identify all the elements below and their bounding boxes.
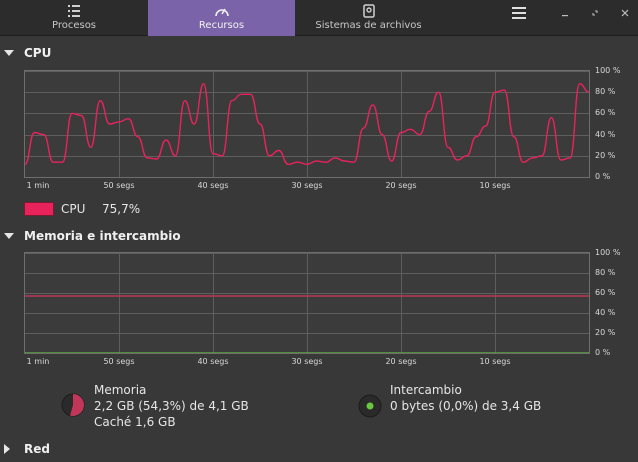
section-cpu-header[interactable]: CPU — [0, 43, 51, 63]
x-tick-label: 10 segs — [479, 181, 511, 190]
y-tick-label: 60 % — [595, 288, 616, 297]
section-memory-title: Memoria e intercambio — [24, 229, 181, 243]
tab-sistemas-label: Sistemas de archivos — [315, 20, 422, 31]
section-network-header[interactable]: Red — [0, 439, 50, 459]
collapse-arrow-icon — [4, 232, 16, 240]
cpu-series-line — [25, 82, 589, 166]
cpu-chart — [24, 70, 590, 178]
maximize-icon — [592, 10, 598, 16]
swap-pie-icon[interactable] — [357, 393, 383, 419]
x-tick-label: 40 segs — [197, 357, 229, 366]
swap-info: Intercambio 0 bytes (0,0%) de 3,4 GB — [390, 382, 541, 414]
cpu-color-swatch[interactable] — [24, 202, 54, 216]
swap-indicator-dot — [366, 402, 374, 410]
x-tick-label: 30 segs — [291, 357, 323, 366]
gauge-icon — [214, 0, 230, 18]
maximize-button[interactable] — [585, 0, 605, 26]
minimize-icon — [562, 15, 568, 17]
y-tick-label: 0 % — [595, 348, 611, 357]
tab-procesos[interactable]: Procesos — [0, 0, 148, 36]
close-icon — [621, 9, 629, 17]
y-tick-label: 20 % — [595, 150, 616, 160]
memory-chart — [24, 252, 590, 354]
memory-cache: Caché 1,6 GB — [94, 415, 176, 429]
tab-sistemas-de-archivos[interactable]: Sistemas de archivos — [295, 0, 442, 36]
memory-chart-svg — [25, 253, 589, 353]
section-network-title: Red — [24, 442, 50, 456]
y-tick-label: 80 % — [595, 87, 616, 97]
y-tick-label: 80 % — [595, 268, 616, 277]
hamburger-icon — [512, 7, 526, 19]
expand-arrow-icon — [4, 444, 16, 454]
memory-pie-icon[interactable] — [60, 392, 86, 418]
menu-button[interactable] — [506, 0, 532, 26]
y-tick-label: 0 % — [595, 172, 611, 181]
swap-title: Intercambio — [390, 383, 462, 397]
swap-usage: 0 bytes (0,0%) de 3,4 GB — [390, 399, 542, 413]
tab-procesos-label: Procesos — [51, 20, 97, 31]
tab-recursos[interactable]: Recursos — [148, 0, 295, 36]
disk-icon — [362, 0, 375, 18]
memory-info: Memoria 2,2 GB (54,3%) de 4,1 GB Caché 1… — [94, 382, 249, 430]
collapse-arrow-icon — [4, 49, 16, 57]
y-tick-label: 20 % — [595, 328, 616, 337]
x-tick-label: 10 segs — [479, 357, 511, 366]
section-cpu-title: CPU — [24, 46, 52, 60]
cpu-chart-svg — [25, 71, 589, 177]
x-tick-label: 20 segs — [385, 357, 417, 366]
y-tick-label: 40 % — [595, 308, 616, 317]
x-tick-label: 40 segs — [197, 181, 229, 190]
list-icon — [67, 0, 81, 18]
section-memory-header[interactable]: Memoria e intercambio — [0, 226, 181, 246]
y-tick-label: 100 % — [595, 66, 621, 75]
minimize-button[interactable] — [555, 0, 575, 26]
cpu-legend-value: 75,7% — [102, 202, 141, 216]
y-tick-label: 100 % — [595, 248, 621, 257]
y-tick-label: 40 % — [595, 129, 616, 139]
x-tick-label: 30 segs — [291, 181, 323, 190]
x-tick-label: 1 min — [26, 181, 50, 190]
memory-pie-slice — [70, 394, 84, 416]
memory-title: Memoria — [94, 383, 147, 397]
x-tick-label: 50 segs — [103, 357, 135, 366]
memory-usage: 2,2 GB (54,3%) de 4,1 GB — [94, 399, 249, 413]
header-bar: Procesos Recursos Sistemas de archivos — [0, 0, 638, 36]
y-tick-label: 60 % — [595, 108, 616, 118]
x-tick-label: 50 segs — [103, 181, 135, 190]
tab-recursos-label: Recursos — [198, 20, 245, 31]
x-tick-label: 20 segs — [385, 181, 417, 190]
cpu-legend-label: CPU — [61, 202, 86, 216]
close-button[interactable] — [615, 0, 635, 26]
x-tick-label: 1 min — [26, 357, 50, 366]
